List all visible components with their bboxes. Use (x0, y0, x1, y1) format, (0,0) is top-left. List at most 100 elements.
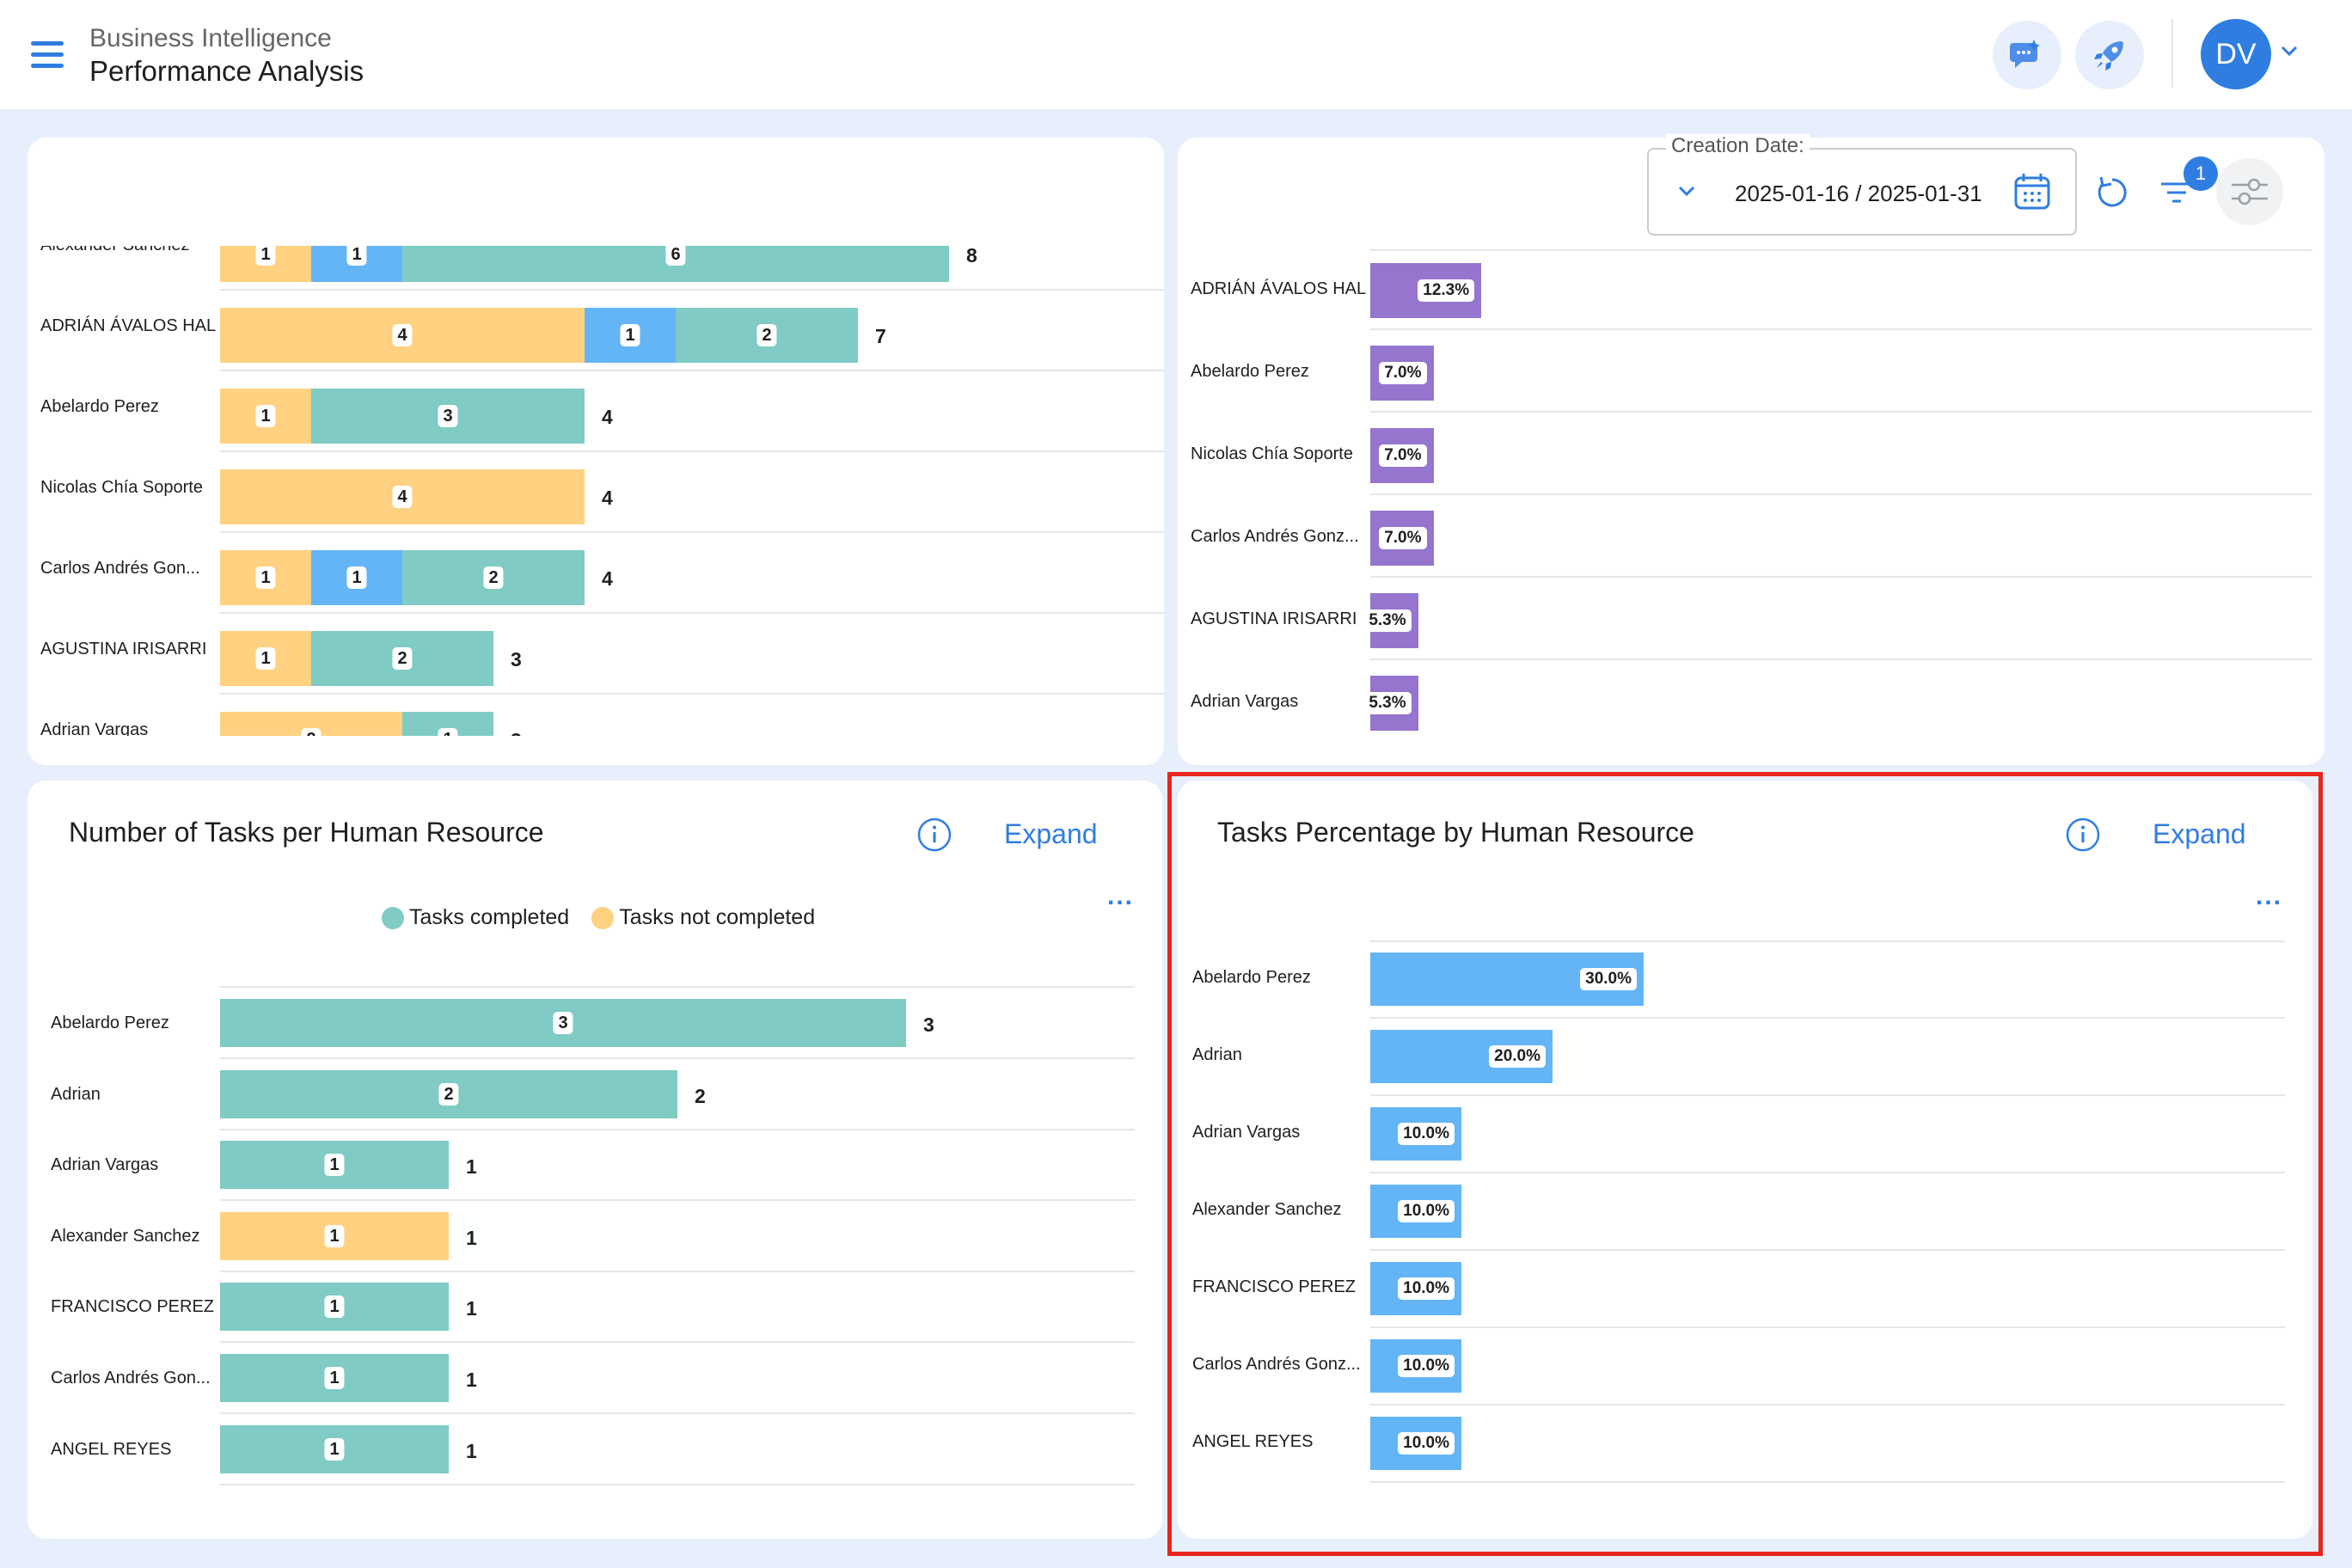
bar-segment[interactable]: 1 (220, 246, 311, 282)
bar-segment[interactable]: 1 (220, 550, 311, 605)
bar-segment[interactable]: 3 (311, 389, 585, 444)
data-label: 2 (301, 728, 322, 736)
bar-segment[interactable]: 1 (220, 389, 311, 444)
data-label: 3 (553, 1012, 573, 1034)
gridline (1370, 1404, 2285, 1406)
expand-button[interactable]: Expand (1004, 818, 1098, 849)
data-label: 7.0% (1379, 527, 1427, 549)
adjustments-button[interactable] (2216, 158, 2283, 225)
gridline (1370, 1017, 2285, 1019)
bar[interactable]: 7.0% (1370, 346, 1434, 401)
bar-segment[interactable]: 1 (220, 1141, 449, 1190)
row-label: Abelardo Perez (40, 397, 159, 416)
bar[interactable]: 10.0% (1370, 1262, 1461, 1315)
date-range-value[interactable]: 2025-01-16 / 2025-01-31 (1735, 181, 1982, 206)
info-icon[interactable] (2065, 817, 2101, 853)
bar-segment[interactable]: 1 (311, 246, 402, 282)
data-label: 1 (255, 567, 276, 589)
legend-label[interactable]: Tasks not completed (619, 905, 816, 929)
bar[interactable]: 10.0% (1370, 1339, 1461, 1393)
bar-segment[interactable]: 1 (220, 631, 311, 686)
gridline (220, 1412, 1135, 1414)
bar[interactable]: 12.3% (1370, 263, 1482, 318)
bar-segment[interactable]: 2 (402, 550, 585, 605)
total-label: 1 (466, 1439, 477, 1462)
bar-segment[interactable]: 1 (585, 308, 676, 363)
calendar-icon[interactable] (2013, 172, 2051, 211)
refresh-icon[interactable] (2094, 174, 2130, 211)
tasks-share-chart: ADRIÁN ÁVALOS HAL 12.3% Abelardo Perez 7.0%… (1178, 246, 2324, 736)
gridline (1370, 1481, 2285, 1483)
total-label: 4 (602, 406, 613, 428)
bar[interactable]: 20.0% (1370, 1030, 1553, 1083)
expand-button[interactable]: Expand (2153, 818, 2246, 849)
data-label: 1 (620, 324, 640, 346)
date-range-field[interactable] (1647, 148, 2077, 236)
bar-segment[interactable]: 1 (220, 1424, 449, 1473)
data-label: 4 (392, 324, 413, 346)
data-label: 2 (392, 647, 413, 670)
chevron-down-icon[interactable] (2280, 45, 2299, 57)
gridline (1370, 1172, 2285, 1173)
row-label: Carlos Andrés Gon... (40, 559, 200, 578)
bar-segment[interactable]: 1 (402, 712, 493, 736)
app-header: Business Intelligence Performance Analys… (0, 0, 2352, 109)
legend-label[interactable]: Tasks completed (409, 905, 570, 929)
bar[interactable]: 10.0% (1370, 1417, 1461, 1470)
data-label: 10.0% (1398, 1355, 1455, 1377)
bar-segment[interactable]: 2 (220, 712, 402, 736)
row-label: Abelardo Perez (1191, 362, 1309, 381)
total-label: 1 (466, 1226, 477, 1249)
gridline (1370, 411, 2312, 413)
header-divider (2171, 19, 2173, 88)
bar[interactable]: 30.0% (1370, 952, 1644, 1006)
bar-segment[interactable]: 2 (311, 631, 493, 686)
bar-segment[interactable]: 1 (311, 550, 402, 605)
more-options-button[interactable]: ... (1107, 882, 1135, 910)
more-options-button[interactable]: ... (2256, 882, 2283, 910)
total-label: 1 (466, 1369, 477, 1391)
bar[interactable]: 5.3% (1363, 593, 1418, 648)
bar-segment[interactable]: 6 (402, 246, 949, 282)
total-label: 1 (466, 1297, 477, 1320)
sliders-icon (2232, 178, 2268, 205)
info-icon[interactable] (916, 817, 952, 853)
bar-segment[interactable]: 1 (220, 1211, 449, 1260)
row-label: Abelardo Perez (1192, 968, 1311, 987)
data-label: 10.0% (1398, 1123, 1455, 1145)
data-label: 10.0% (1398, 1200, 1455, 1222)
breadcrumb[interactable]: Business Intelligence (89, 24, 332, 52)
chevron-down-icon[interactable] (1676, 184, 1697, 198)
row-label: AGUSTINA IRISARRI (1191, 609, 1357, 628)
bar-segment[interactable]: 4 (220, 308, 585, 363)
rocket-button[interactable] (2075, 21, 2144, 89)
bar-segment[interactable]: 2 (676, 308, 858, 363)
data-label: 1 (438, 728, 458, 736)
bar-segment[interactable]: 4 (220, 469, 585, 524)
bar-segment[interactable]: 3 (220, 999, 906, 1047)
bar[interactable]: 5.3% (1363, 676, 1418, 731)
data-label: 2 (483, 567, 504, 589)
legend-swatch (382, 906, 404, 929)
card-title: Tasks Percentage by Human Resource (1217, 817, 1694, 848)
highlight-frame (1167, 772, 2323, 1556)
bar-segment[interactable]: 1 (220, 1354, 449, 1402)
data-label: 5.3% (1363, 692, 1412, 714)
bar[interactable]: 10.0% (1370, 1107, 1461, 1161)
gridline (220, 1483, 1135, 1485)
gridline (1370, 940, 2285, 942)
gridline (220, 1270, 1135, 1272)
avatar[interactable]: DV (2201, 19, 2271, 89)
bar-segment[interactable]: 1 (220, 1283, 449, 1332)
row-label: FRANCISCO PEREZ (51, 1297, 215, 1317)
data-label: 1 (255, 647, 276, 670)
menu-icon[interactable] (31, 41, 65, 69)
bar[interactable]: 7.0% (1370, 511, 1434, 566)
row-label: Adrian (51, 1084, 101, 1104)
bar[interactable]: 7.0% (1370, 428, 1434, 483)
total-label: 2 (695, 1084, 706, 1107)
data-label: 10.0% (1398, 1432, 1455, 1455)
chat-assistant-button[interactable] (1993, 21, 2061, 89)
bar-segment[interactable]: 2 (220, 1069, 677, 1118)
bar[interactable]: 10.0% (1370, 1185, 1461, 1238)
